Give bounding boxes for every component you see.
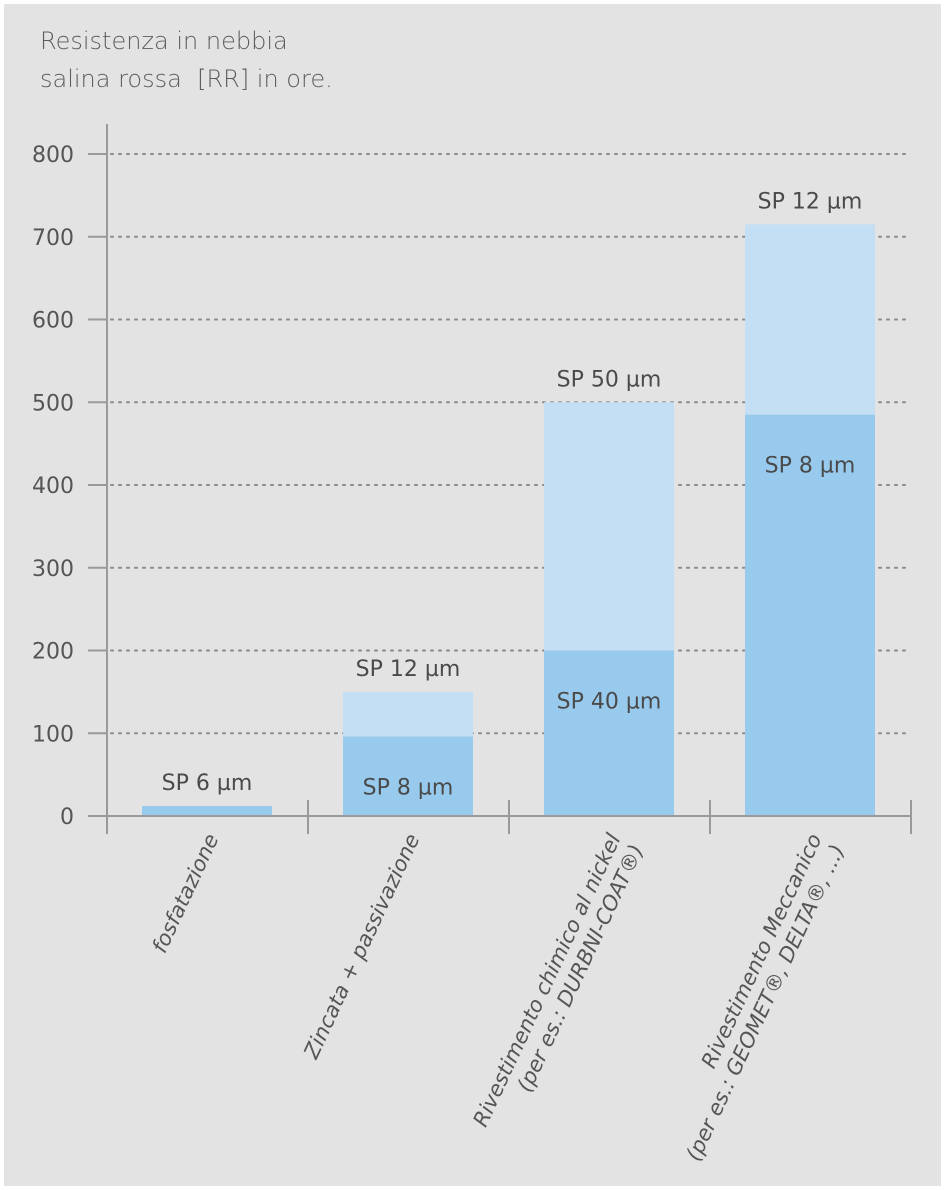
y-tick-label: 800 <box>32 143 74 168</box>
x-category-label: Rivestimento Meccanico(per es.: GEOMET®,… <box>658 830 849 1165</box>
y-axis-label-line-2: salina rossa [RR] in ore. <box>40 65 333 93</box>
bar-top-label: SP 6 µm <box>162 771 253 796</box>
bar-base-label: SP 8 µm <box>363 776 454 801</box>
x-category-label: Rivestimento chimico al nickel(per es.: … <box>468 830 648 1141</box>
bar-top-segment <box>745 224 875 415</box>
bar-top-label: SP 12 µm <box>758 189 863 214</box>
x-category-label: Zincata + passivazione <box>299 830 425 1063</box>
bar-top-segment <box>343 691 473 737</box>
bar-base-label: SP 8 µm <box>765 454 856 479</box>
y-tick-label: 700 <box>32 226 74 251</box>
bar-base-segment <box>544 650 674 816</box>
x-category-label-line: Zincata + passivazione <box>299 830 425 1063</box>
y-axis-label: Resistenza in nebbia salina rossa [RR] i… <box>40 22 333 98</box>
bar-base-segment <box>343 736 473 816</box>
bar-base-segment <box>745 414 875 816</box>
y-tick-label: 400 <box>32 474 74 499</box>
bar-top-label: SP 12 µm <box>356 657 461 682</box>
bar-top-label: SP 50 µm <box>557 367 662 392</box>
bar-base-label: SP 40 µm <box>557 690 662 715</box>
y-tick-label: 100 <box>32 722 74 747</box>
y-axis-label-line-1: Resistenza in nebbia <box>40 27 288 55</box>
y-tick-label: 600 <box>32 309 74 334</box>
y-tick-label: 200 <box>32 640 74 665</box>
x-category-label: fosfatazione <box>147 830 223 957</box>
x-category-label-line: Rivestimento chimico al nickel <box>468 830 625 1131</box>
bar-top-segment <box>544 402 674 651</box>
y-tick-label: 0 <box>60 805 74 830</box>
x-category-label-line: fosfatazione <box>147 830 223 957</box>
y-tick-label: 500 <box>32 391 74 416</box>
bar-base-segment <box>142 806 272 816</box>
y-tick-label: 300 <box>32 557 74 582</box>
x-category-label-line: (per es.: GEOMET®, DELTA®, ...) <box>681 841 849 1165</box>
